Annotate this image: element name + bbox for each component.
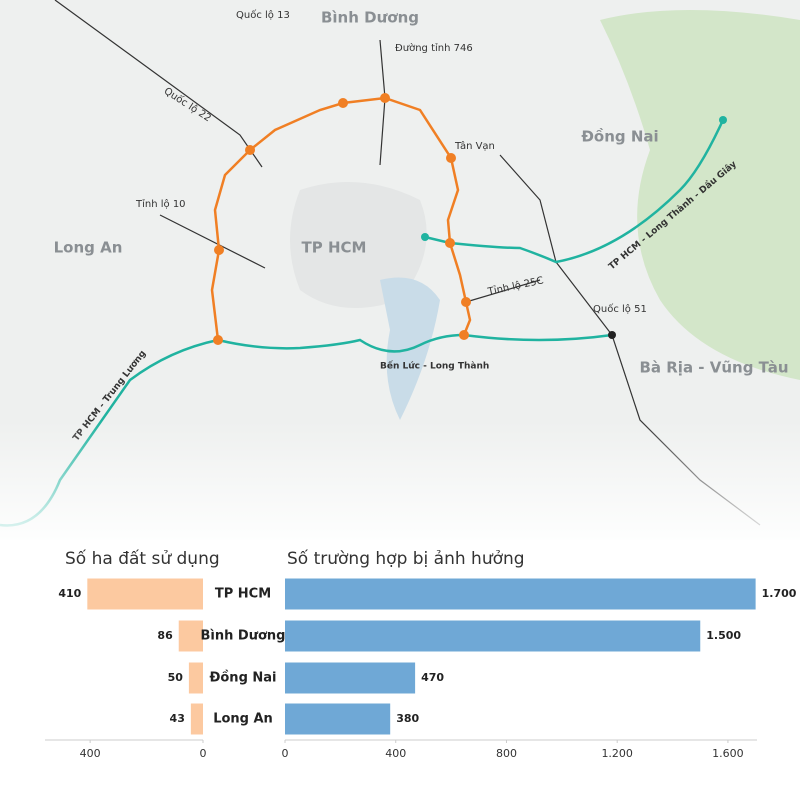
- map-fade: [0, 420, 800, 550]
- value-label: 50: [168, 671, 184, 684]
- x-tick-label: 800: [496, 747, 517, 760]
- node: [421, 233, 429, 241]
- road: [159, 214, 266, 269]
- bar: [285, 620, 701, 652]
- value-label: 380: [396, 712, 419, 725]
- x-tick-label: 0: [282, 747, 289, 760]
- value-label: 43: [170, 712, 185, 725]
- value-label: 1.700: [762, 587, 797, 600]
- category-label: TP HCM: [215, 587, 271, 602]
- map: Bình Dương Quốc lộ 13 Đường tỉnh 746 Quố…: [0, 0, 800, 550]
- map-label: Tân Vạn: [454, 140, 495, 152]
- bar: [285, 703, 391, 735]
- forest: [600, 10, 800, 380]
- value-label: 86: [157, 629, 173, 642]
- value-label: 1.500: [706, 629, 741, 642]
- junctions: [213, 93, 471, 345]
- map-label: Long An: [54, 239, 123, 257]
- expressway: [424, 119, 725, 264]
- map-label: TP HCM: [302, 239, 367, 257]
- road: [465, 279, 541, 303]
- category-label: Long An: [213, 712, 273, 727]
- map-label: Quốc lộ 13: [236, 9, 290, 21]
- value-label: 470: [421, 671, 444, 684]
- value-label: 410: [58, 587, 81, 600]
- charts: 400 0 410 TP HCM 86 Bình Dương 50 Đồng Nai 43 Lon…: [45, 578, 797, 760]
- chart-title: Số trường hợp bị ảnh hưởng: [287, 548, 525, 569]
- node: [719, 116, 727, 124]
- chart-title: Số ha đất sử dụng: [65, 548, 220, 569]
- bar: [190, 703, 203, 735]
- map-label: Bến Lức - Long Thành: [380, 361, 489, 372]
- bar: [188, 662, 203, 694]
- category-label: Bình Dương: [201, 629, 286, 644]
- map-label: Bà Rịa - Vũng Tàu: [639, 359, 788, 377]
- x-tick-label: 1.600: [712, 747, 744, 760]
- node: [608, 331, 616, 339]
- map-label: Quốc lộ 51: [593, 303, 647, 315]
- x-tick-label: 400: [80, 747, 101, 760]
- x-tick-label: 1.200: [601, 747, 633, 760]
- map-label: Đường tỉnh 746: [395, 42, 473, 54]
- city: [290, 182, 427, 308]
- bar: [285, 662, 416, 694]
- bar: [87, 578, 203, 610]
- x-tick-label: 400: [385, 747, 406, 760]
- map-label: Tỉnh lộ 10: [135, 198, 186, 210]
- category-label: Đồng Nai: [209, 671, 276, 686]
- x-tick-label: 0: [200, 747, 207, 760]
- map-label: Bình Dương: [321, 9, 419, 27]
- map-label: Đồng Nai: [581, 127, 658, 146]
- bar: [178, 620, 203, 652]
- bar: [285, 578, 756, 610]
- road: [54, 0, 263, 168]
